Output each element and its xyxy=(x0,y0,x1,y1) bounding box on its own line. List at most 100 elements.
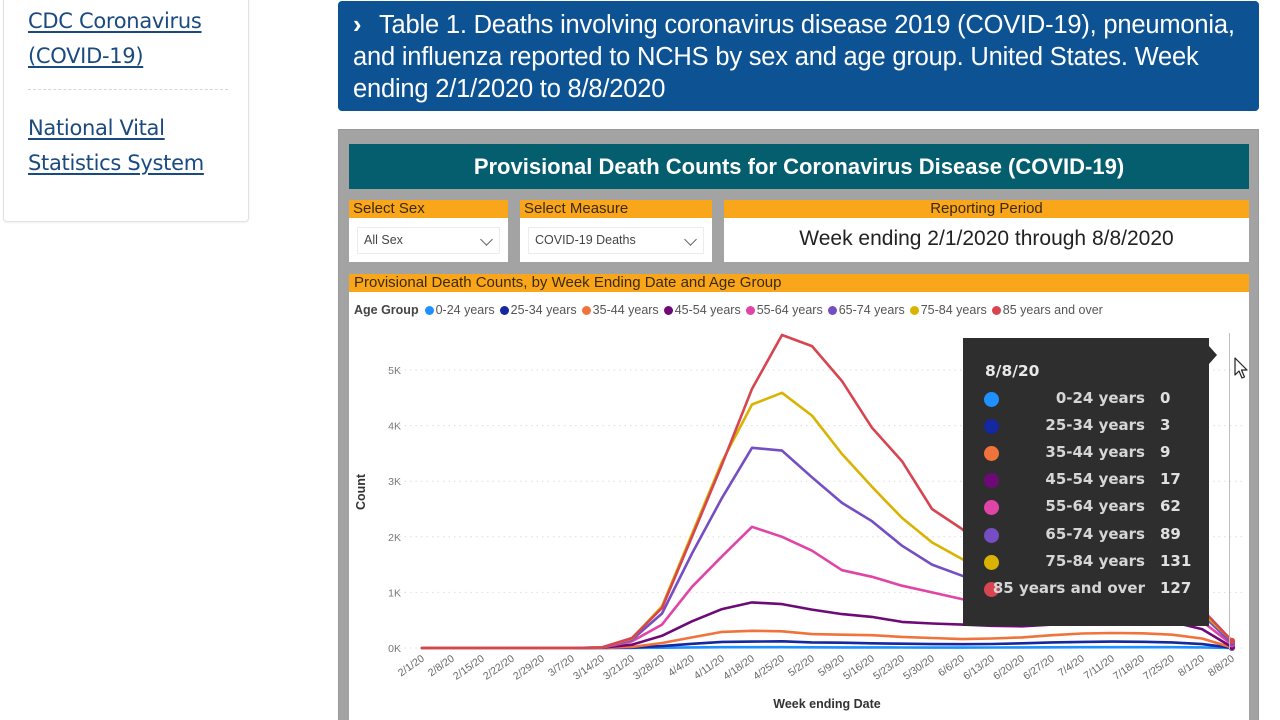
select-measure-header: Select Measure xyxy=(520,200,712,218)
select-measure-dropdown[interactable]: COVID-19 Deaths xyxy=(528,227,704,254)
legend-dot-icon xyxy=(745,305,755,315)
x-tick-label: 8/1/20 xyxy=(1176,653,1207,680)
tooltip-label: 25-34 years xyxy=(1045,416,1145,435)
dashboard-title: Provisional Death Counts for Coronavirus… xyxy=(349,144,1249,189)
tooltip-row: 0-24 years 0 xyxy=(963,386,1209,413)
x-tick-label: 6/27/20 xyxy=(1021,653,1057,683)
tooltip-dot-icon xyxy=(984,554,999,570)
reporting-period-card: Reporting Period Week ending 2/1/2020 th… xyxy=(724,200,1249,262)
link-nvss[interactable]: National Vital Statistics System xyxy=(28,116,204,175)
y-axis-title: Count xyxy=(354,473,368,510)
legend-dot-icon xyxy=(827,305,837,315)
legend-item[interactable]: 55-64 years xyxy=(745,303,823,317)
legend-label: 65-74 years xyxy=(838,303,905,317)
legend-label: 55-64 years xyxy=(756,303,823,317)
select-sex-dropdown[interactable]: All Sex xyxy=(357,227,500,254)
tooltip-value: 127 xyxy=(1160,578,1192,597)
x-tick-label: 2/29/20 xyxy=(511,653,547,683)
legend-item[interactable]: 45-54 years xyxy=(663,303,741,317)
x-tick-label: 2/1/20 xyxy=(396,653,427,680)
chevron-down-icon xyxy=(684,233,697,246)
legend-label: 85 years and over xyxy=(1002,303,1103,317)
tooltip-label: 0-24 years xyxy=(1055,389,1145,407)
tooltip-row: 75-84 years 131 xyxy=(963,549,1209,576)
legend-item[interactable]: 85 years and over xyxy=(991,303,1103,317)
chart-legend: Age Group 0-24 years 25-34 years 35-44 yea… xyxy=(354,303,1108,317)
x-tick-label: 6/20/20 xyxy=(991,653,1027,683)
x-tick-label: 5/23/20 xyxy=(871,653,907,683)
select-measure-value: COVID-19 Deaths xyxy=(535,233,636,247)
y-tick-label: 1K xyxy=(388,587,401,599)
x-tick-label: 4/25/20 xyxy=(751,653,787,683)
chevron-down-icon xyxy=(480,233,493,246)
tooltip-label: 35-44 years xyxy=(1045,443,1145,462)
mouse-cursor-icon xyxy=(1234,357,1248,379)
reporting-period-header: Reporting Period xyxy=(724,200,1249,218)
reporting-period-value: Week ending 2/1/2020 through 8/8/2020 xyxy=(799,227,1174,250)
tooltip-value: 3 xyxy=(1160,416,1171,435)
tooltip-label: 85 years and over xyxy=(992,578,1145,597)
x-tick-label: 3/14/20 xyxy=(571,653,607,683)
legend-dot-icon xyxy=(499,305,509,315)
legend-dot-icon xyxy=(663,305,673,315)
tooltip-value: 0 xyxy=(1160,389,1171,407)
series-point xyxy=(1229,637,1235,644)
chart-header: Provisional Death Counts, by Week Ending… xyxy=(349,274,1249,292)
legend-item[interactable]: 25-34 years xyxy=(499,303,577,317)
tooltip-row: 35-44 years 9 xyxy=(963,440,1209,467)
tooltip-dot-icon xyxy=(984,473,999,489)
tooltip-row: 45-54 years 17 xyxy=(963,467,1209,494)
legend-item[interactable]: 0-24 years xyxy=(424,303,495,317)
legend-label: 35-44 years xyxy=(592,303,659,317)
legend-label: 45-54 years xyxy=(674,303,741,317)
x-tick-label: 7/18/20 xyxy=(1111,653,1147,683)
legend-item[interactable]: 65-74 years xyxy=(827,303,905,317)
legend-label: 75-84 years xyxy=(920,303,987,317)
link-cdc-coronavirus[interactable]: CDC Coronavirus (COVID-19) xyxy=(28,9,202,68)
x-tick-label: 4/18/20 xyxy=(721,653,757,683)
x-tick-label: 2/15/20 xyxy=(451,653,487,683)
tooltip-dot-icon xyxy=(984,527,999,543)
tooltip-value: 89 xyxy=(1160,524,1181,543)
legend-title: Age Group xyxy=(354,303,419,317)
legend-item[interactable]: 35-44 years xyxy=(581,303,659,317)
legend-dot-icon xyxy=(909,305,919,315)
x-axis-title: Week ending Date xyxy=(773,697,880,711)
tooltip-date: 8/8/20 xyxy=(985,362,1040,380)
select-sex-value: All Sex xyxy=(364,233,403,247)
tooltip-dot-icon xyxy=(984,392,999,407)
sidebar: CDC Coronavirus (COVID-19) National Vita… xyxy=(3,0,249,222)
select-sex-slicer: Select Sex All Sex xyxy=(349,200,508,262)
x-tick-label: 8/8/20 xyxy=(1206,653,1237,680)
x-tick-label: 3/21/20 xyxy=(601,653,637,683)
tooltip-label: 65-74 years xyxy=(1045,524,1145,543)
chart-tooltip: 8/8/20 0-24 years 0 25-34 years 3 35-44 year… xyxy=(963,338,1217,626)
legend-dot-icon xyxy=(424,305,434,315)
x-tick-label: 5/16/20 xyxy=(841,653,877,683)
hover-guideline xyxy=(1229,333,1230,649)
tooltip-dot-icon xyxy=(984,581,999,597)
tooltip-row: 25-34 years 3 xyxy=(963,413,1209,440)
sidebar-divider xyxy=(28,89,228,90)
tooltip-value: 17 xyxy=(1160,470,1181,489)
tooltip-dot-icon xyxy=(984,500,999,516)
legend-item[interactable]: 75-84 years xyxy=(909,303,987,317)
y-tick-label: 3K xyxy=(388,476,401,488)
legend-label: 0-24 years xyxy=(435,303,495,317)
x-tick-label: 5/2/20 xyxy=(786,653,817,680)
tooltip-row: 55-64 years 62 xyxy=(963,494,1209,521)
y-tick-label: 2K xyxy=(388,532,401,544)
table-1-accordion-header[interactable]: › Table 1. Deaths involving coronavirus d… xyxy=(338,1,1259,111)
select-measure-slicer: Select Measure COVID-19 Deaths xyxy=(520,200,712,262)
chevron-right-icon: › xyxy=(353,11,362,39)
tooltip-value: 131 xyxy=(1160,551,1192,570)
select-sex-header: Select Sex xyxy=(349,200,508,218)
tooltip-value: 62 xyxy=(1160,497,1181,516)
tooltip-label: 75-84 years xyxy=(1045,551,1145,570)
legend-dot-icon xyxy=(581,305,591,315)
legend-dot-icon xyxy=(991,305,1001,315)
x-tick-label: 2/22/20 xyxy=(481,653,517,683)
y-tick-label: 4K xyxy=(388,421,401,433)
x-tick-label: 5/30/20 xyxy=(901,653,937,683)
